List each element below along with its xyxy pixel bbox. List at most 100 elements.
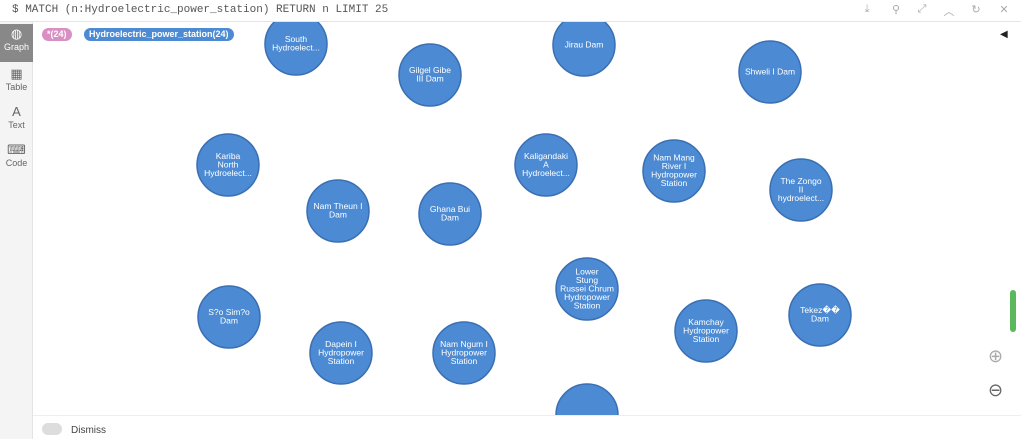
node-circle	[309, 321, 373, 385]
node-label: Hydroelect...	[272, 43, 320, 53]
node-label: Gilgel Gibe	[409, 65, 451, 75]
node-circle	[514, 133, 578, 197]
query-bar: $ MATCH (n:Hydroelectric_power_station) …	[0, 0, 1021, 22]
dismiss-label[interactable]: Dismiss	[71, 425, 106, 436]
node-label: III Dam	[416, 74, 443, 84]
footer: Dismiss	[33, 415, 1021, 439]
node-circle	[788, 283, 852, 347]
node-label: Hydroelect...	[204, 168, 252, 178]
all-badge[interactable]: *(24)	[42, 28, 72, 41]
node[interactable]: KaribaNorthHydroelect...	[196, 133, 260, 197]
query-text[interactable]: $ MATCH (n:Hydroelectric_power_station) …	[12, 4, 389, 16]
node-circle	[769, 158, 833, 222]
fullscreen-icon[interactable]: ⤢	[917, 3, 927, 15]
node-label: Station	[574, 300, 601, 310]
node-label: hydroelect...	[778, 193, 824, 203]
node-label: Kariba	[216, 151, 241, 161]
node-label: Station	[693, 334, 720, 344]
graph-view: South Hydroelect... Gilgel Gibe III Dam Jira…	[33, 22, 1021, 415]
node-circle	[432, 321, 496, 385]
node-circle	[674, 299, 738, 363]
node-label: Dam	[220, 316, 238, 326]
node-label: Kamchay	[688, 317, 724, 327]
node-label: Jirau Dam	[565, 39, 604, 49]
tab-label: Graph	[3, 42, 29, 52]
node[interactable]: Shweli I Dam	[738, 40, 802, 104]
node-circle	[197, 285, 261, 349]
node[interactable]: SouthHydroelect...	[264, 22, 328, 76]
graph-tab[interactable]: ◍ Graph	[0, 24, 33, 62]
panel-toggle[interactable]: ◀	[1000, 29, 1008, 40]
node-label: Nam Mang	[653, 153, 695, 163]
node-circle	[398, 43, 462, 107]
node-label: Lower	[575, 266, 598, 276]
node-label: II	[799, 184, 804, 194]
node-label: Tekez��	[800, 305, 840, 315]
scrollbar[interactable]	[1010, 290, 1016, 332]
node-label: Dapein I	[325, 339, 357, 349]
node[interactable]: Jirau Dam	[552, 22, 616, 77]
node-partial[interactable]	[555, 383, 619, 415]
node-label: South	[285, 34, 307, 44]
node[interactable]: KaligandakiAHydroelect...	[514, 133, 578, 197]
node-label: Shweli I Dam	[745, 66, 795, 76]
tab-label: Code	[5, 158, 28, 168]
node-label: Station	[451, 356, 478, 366]
tab-label: Text	[8, 120, 25, 130]
tab-label: Table	[5, 82, 28, 92]
node-label: The Zongo	[780, 176, 821, 186]
rerun-icon[interactable]: ↻	[971, 4, 981, 16]
node-label: Nam Theun I	[314, 201, 363, 211]
node-circle	[555, 257, 619, 321]
node-circle	[418, 182, 482, 246]
node-circle	[738, 40, 802, 104]
node-label: Dam	[441, 213, 459, 223]
node-label: Hydropower	[651, 170, 697, 180]
text-tab[interactable]: A Text	[8, 104, 25, 130]
node-label: Russei Chrum	[560, 283, 614, 293]
node-label: Kaligandaki	[524, 151, 568, 161]
node-circle	[306, 179, 370, 243]
code-tab[interactable]: ⌨ Code	[5, 142, 28, 168]
table-tab[interactable]: ▦ Table	[5, 66, 28, 92]
node-label: Dam	[811, 314, 829, 324]
node-circle	[642, 139, 706, 203]
node-label: A	[543, 159, 549, 169]
node-label: Hydropower	[441, 347, 487, 357]
node-label: Hydroelect...	[522, 168, 570, 178]
zoom-in[interactable]: ⊕	[988, 346, 1004, 366]
node-label: S?o Sim?o	[208, 307, 250, 317]
node[interactable]: The ZongoIIhydroelect...	[769, 158, 833, 222]
node-circle	[196, 133, 260, 197]
node-label: Hydropower	[318, 347, 364, 357]
node-label: Nam Ngum I	[440, 339, 488, 349]
node-label: Stung	[576, 275, 598, 285]
node-label: Dam	[329, 210, 347, 220]
collapse-icon[interactable]: ︿	[943, 6, 955, 18]
download-icon[interactable]: ⤓	[864, 3, 870, 15]
close-icon[interactable]: ✕	[999, 4, 1009, 16]
pin-icon[interactable]: ⚲	[891, 4, 901, 16]
node-label: North	[218, 159, 239, 169]
label-badge[interactable]: Hydroelectric_power_station(24)	[84, 28, 234, 41]
node[interactable]: Tekez��Dam	[788, 283, 852, 347]
node-circle	[552, 22, 616, 77]
node-circle	[264, 22, 328, 76]
toggle[interactable]	[42, 423, 62, 435]
node-label: River I	[662, 161, 687, 171]
zoom-out[interactable]: ⊖	[988, 380, 1004, 400]
node-label: Station	[661, 178, 688, 188]
node-label: Hydropower	[564, 292, 610, 302]
node-label: Hydropower	[683, 325, 729, 335]
